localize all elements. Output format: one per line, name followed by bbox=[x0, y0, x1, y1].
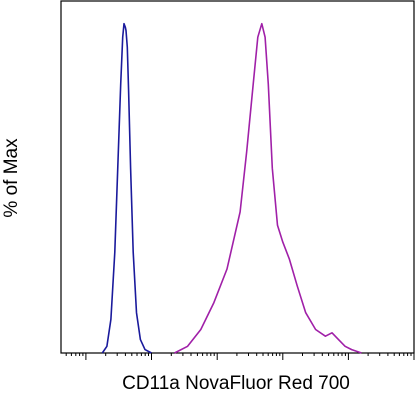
y-axis-label: % of Max bbox=[1, 138, 22, 218]
x-axis-label: CD11a NovaFluor Red 700 bbox=[122, 373, 350, 394]
plot-frame bbox=[60, 0, 415, 354]
series-layer bbox=[101, 22, 362, 354]
histogram-series-1 bbox=[101, 22, 152, 354]
histogram-series-2 bbox=[174, 22, 362, 354]
x-axis-ticks bbox=[65, 353, 415, 360]
